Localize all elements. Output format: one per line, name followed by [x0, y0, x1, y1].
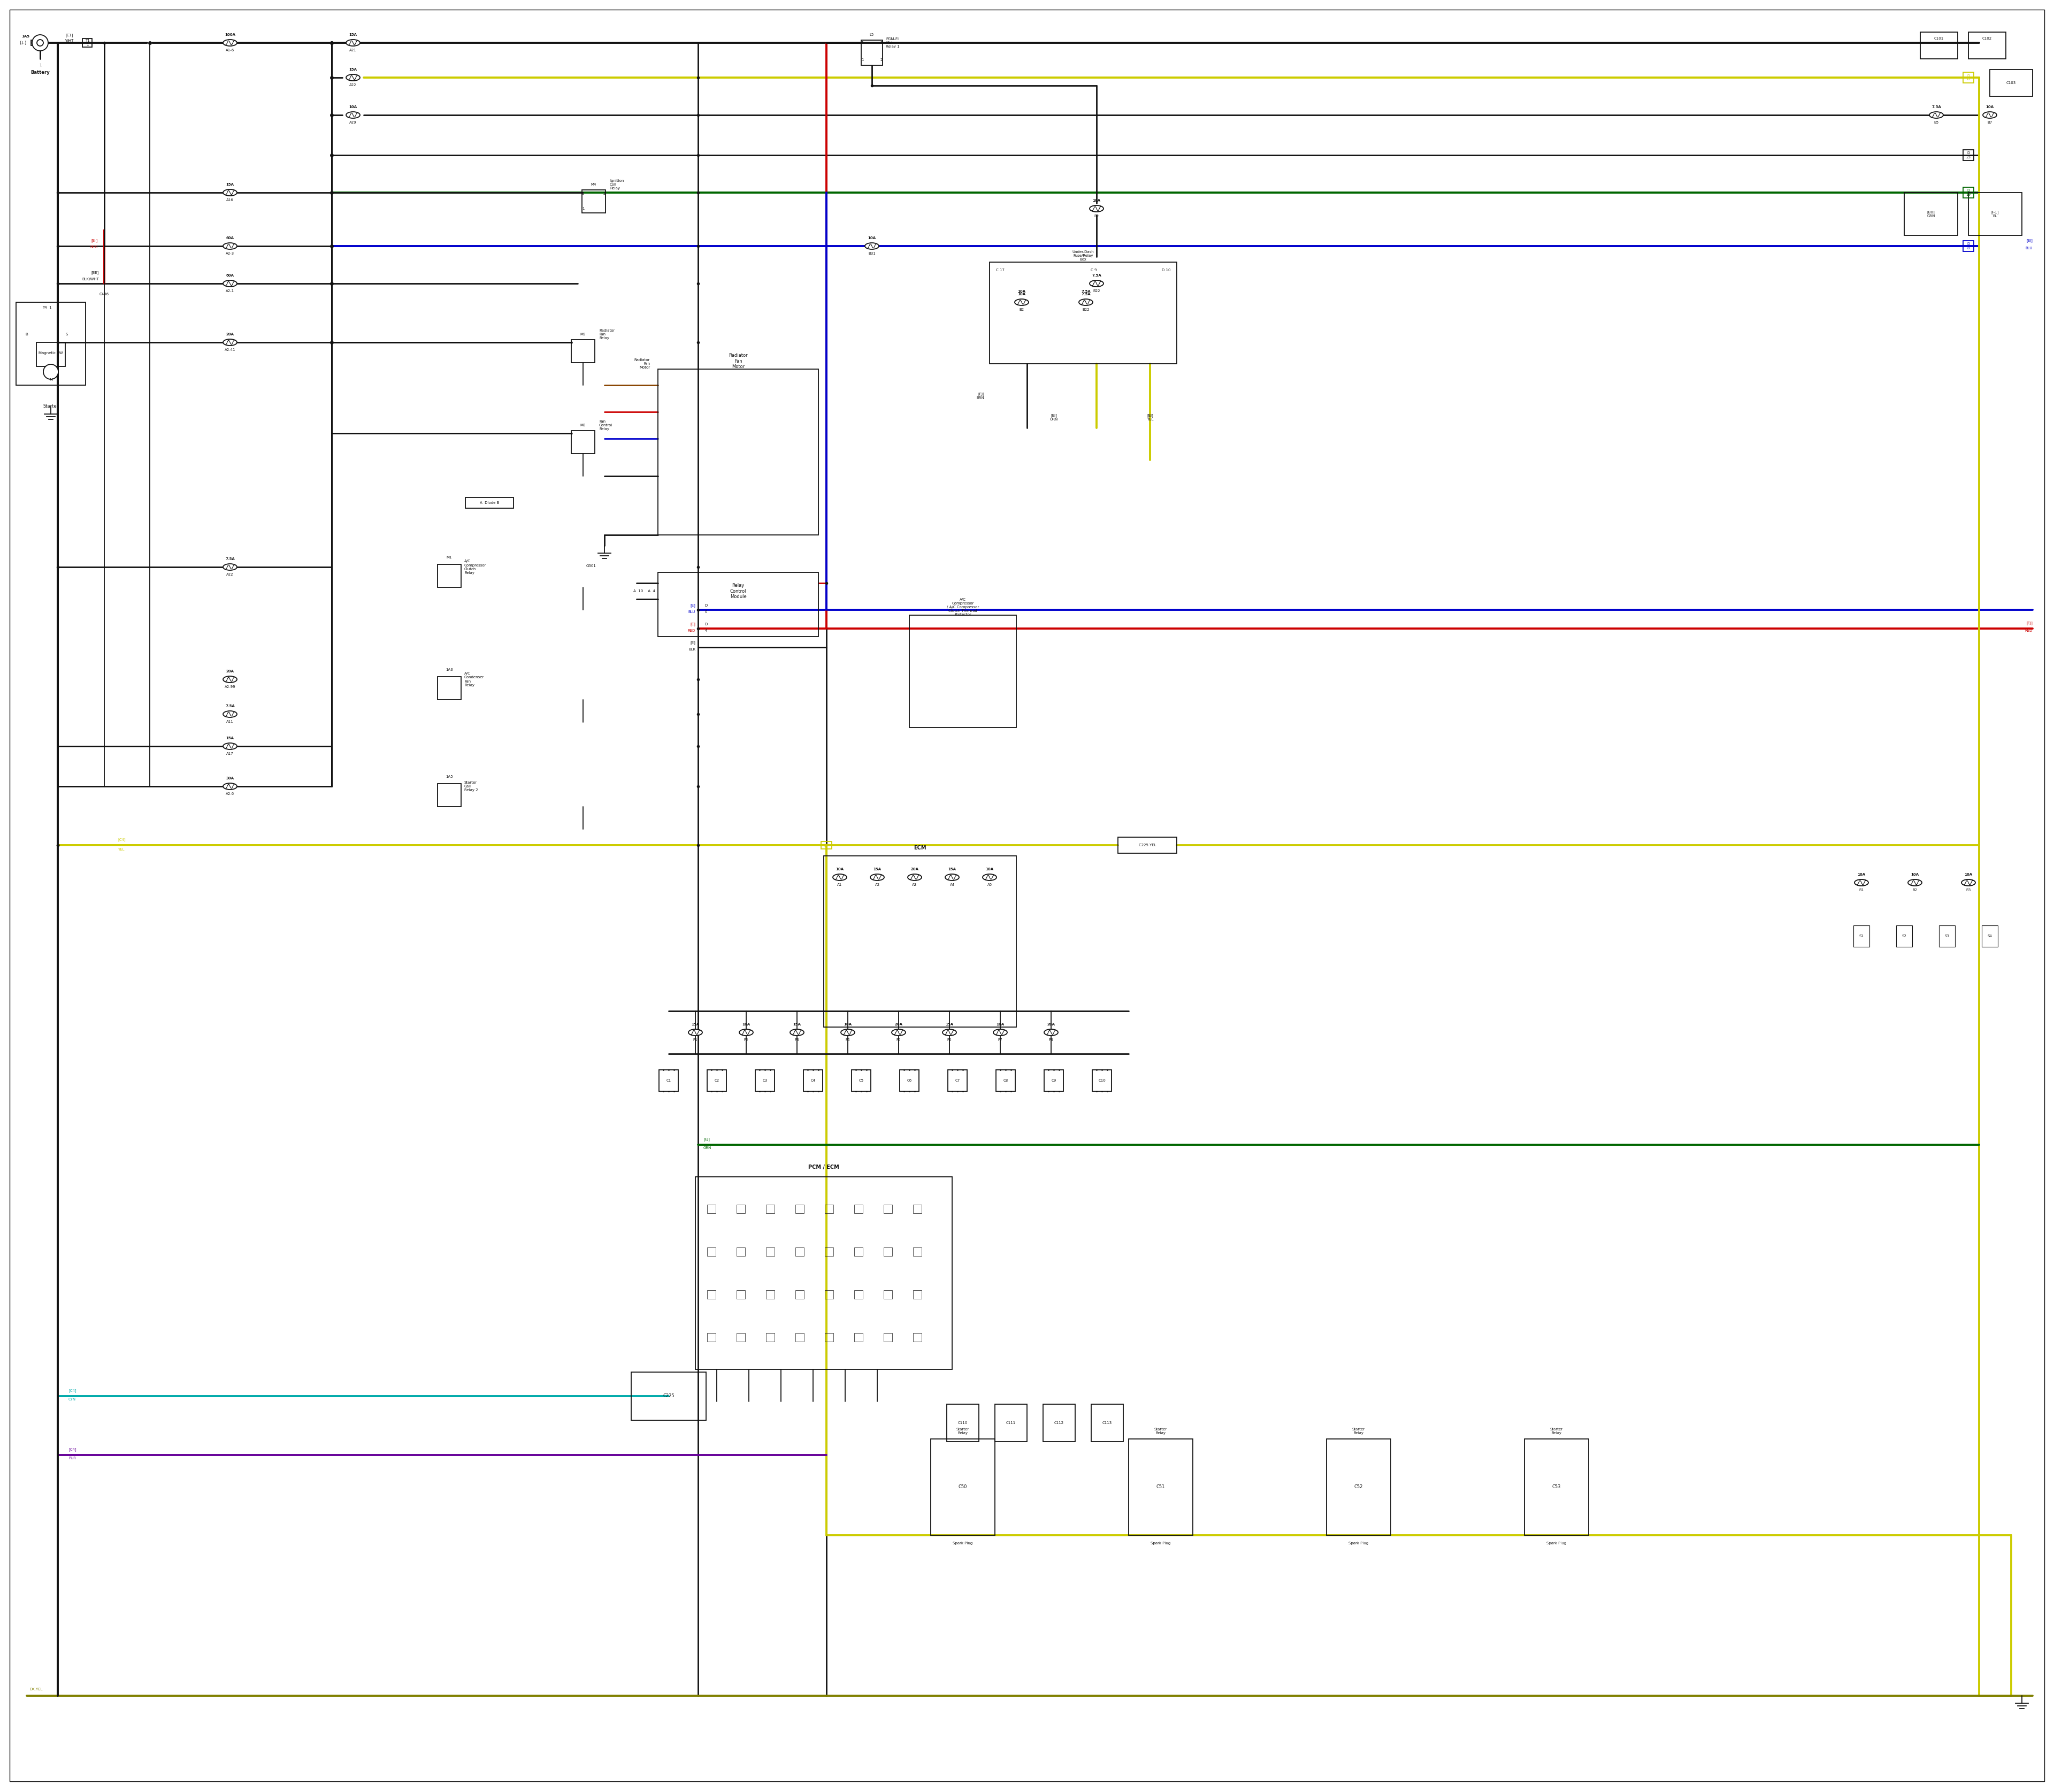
Text: [EJ]
YEL: [EJ] YEL: [1146, 414, 1154, 421]
Ellipse shape: [345, 73, 359, 81]
Bar: [707, 1290, 715, 1299]
Bar: [1939, 925, 1955, 946]
Text: 20A: 20A: [226, 333, 234, 335]
Bar: [930, 1439, 994, 1536]
Text: D: D: [705, 604, 707, 607]
Text: 10A: 10A: [741, 1023, 750, 1027]
Text: [EJ]: [EJ]: [702, 1138, 711, 1142]
Text: A/C
Compressor
Clutch
Relay: A/C Compressor Clutch Relay: [464, 559, 487, 573]
Text: [I-1]
BL: [I-1] BL: [1990, 210, 1999, 217]
Text: 10A: 10A: [1986, 106, 1994, 109]
Text: Battery: Battery: [31, 70, 49, 75]
Bar: [883, 1204, 891, 1213]
Ellipse shape: [224, 190, 236, 195]
Bar: [16, 303, 86, 385]
Ellipse shape: [945, 874, 959, 880]
Ellipse shape: [224, 280, 236, 287]
Bar: [795, 1333, 803, 1342]
Ellipse shape: [840, 1029, 854, 1036]
Text: [B0]
GRN: [B0] GRN: [1927, 210, 1935, 217]
Ellipse shape: [1962, 880, 1976, 885]
Text: A17: A17: [226, 753, 234, 754]
Text: D
8: D 8: [1968, 242, 1970, 249]
Ellipse shape: [688, 1029, 702, 1036]
Ellipse shape: [1043, 1029, 1058, 1036]
Text: B22: B22: [1082, 308, 1089, 312]
Text: 1A5: 1A5: [21, 34, 29, 38]
Bar: [854, 1290, 863, 1299]
Text: C10: C10: [1099, 1079, 1105, 1082]
Text: 15A: 15A: [349, 34, 357, 36]
Text: 7.5A: 7.5A: [1080, 292, 1091, 296]
Text: Radiator
Fan
Motor: Radiator Fan Motor: [729, 353, 748, 369]
Bar: [861, 39, 883, 65]
Bar: [82, 38, 92, 47]
Bar: [1964, 186, 1974, 197]
Bar: [914, 1247, 922, 1256]
Text: P1: P1: [692, 1038, 698, 1041]
Text: D
19: D 19: [1966, 190, 1972, 195]
Ellipse shape: [791, 1029, 803, 1036]
Text: Ignition
Coil
Relay: Ignition Coil Relay: [610, 179, 624, 190]
Bar: [1128, 1439, 1193, 1536]
Text: A4: A4: [949, 883, 955, 887]
Text: Starter
Relay: Starter Relay: [1154, 1428, 1167, 1434]
Ellipse shape: [1078, 299, 1093, 305]
Text: D
12: D 12: [1966, 73, 1970, 81]
Circle shape: [33, 34, 47, 50]
Text: B31: B31: [869, 253, 875, 254]
Text: 1A5: 1A5: [446, 776, 454, 778]
Bar: [824, 857, 1017, 1027]
Bar: [1964, 72, 1974, 82]
Bar: [737, 1204, 746, 1213]
Ellipse shape: [1908, 880, 1923, 885]
Bar: [766, 1247, 774, 1256]
Bar: [707, 1204, 715, 1213]
Text: Magnetic SW: Magnetic SW: [39, 351, 64, 355]
Bar: [31, 39, 39, 45]
Text: ECM: ECM: [914, 846, 926, 851]
Text: 4: 4: [705, 629, 707, 633]
Bar: [657, 572, 817, 636]
Circle shape: [43, 364, 58, 380]
Bar: [659, 1070, 678, 1091]
Bar: [766, 1333, 774, 1342]
Text: C111: C111: [1006, 1421, 1017, 1425]
Text: T1
1: T1 1: [84, 39, 90, 47]
Ellipse shape: [908, 874, 922, 880]
Text: A2-1: A2-1: [226, 289, 234, 292]
Ellipse shape: [1982, 111, 1996, 118]
Ellipse shape: [891, 1029, 906, 1036]
Text: C112: C112: [1054, 1421, 1064, 1425]
Text: A29: A29: [349, 120, 357, 124]
Text: [E]: [E]: [690, 642, 696, 645]
Bar: [466, 498, 514, 509]
Ellipse shape: [345, 39, 359, 47]
Text: P3: P3: [795, 1038, 799, 1041]
Text: A  Diode B: A Diode B: [481, 502, 499, 504]
Text: C103: C103: [2007, 81, 2017, 84]
Bar: [737, 1290, 746, 1299]
Bar: [1327, 1439, 1391, 1536]
Text: C51: C51: [1156, 1486, 1165, 1489]
Text: P2: P2: [744, 1038, 748, 1041]
Text: M1: M1: [446, 556, 452, 559]
Ellipse shape: [865, 244, 879, 249]
Text: A  10    A  4: A 10 A 4: [633, 590, 655, 593]
Text: Relay
Control
Module: Relay Control Module: [729, 582, 746, 599]
Text: [EE]: [EE]: [90, 271, 99, 274]
Text: A16: A16: [226, 199, 234, 202]
Text: Under-Dash
Fuse/Relay
Box: Under-Dash Fuse/Relay Box: [1072, 251, 1095, 262]
Text: Starter
Relay: Starter Relay: [1551, 1428, 1563, 1434]
Bar: [1904, 192, 1957, 235]
Text: C2: C2: [715, 1079, 719, 1082]
Bar: [1524, 1439, 1588, 1536]
Text: Spark Plug: Spark Plug: [1150, 1541, 1171, 1545]
Bar: [854, 1247, 863, 1256]
Text: 7.5A: 7.5A: [226, 704, 234, 708]
Text: 10A: 10A: [844, 1023, 852, 1027]
Text: CYN: CYN: [68, 1398, 76, 1401]
Bar: [795, 1247, 803, 1256]
Text: 15A: 15A: [949, 867, 955, 871]
Text: YEL: YEL: [117, 848, 125, 851]
